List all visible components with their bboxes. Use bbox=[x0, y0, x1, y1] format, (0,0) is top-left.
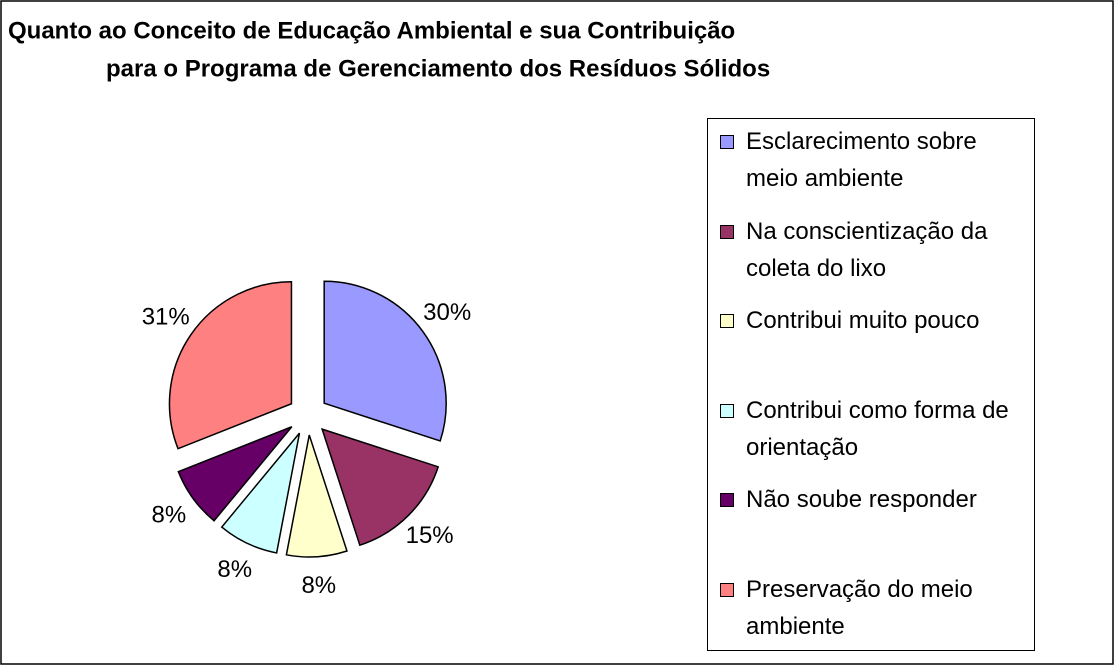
data-label: 30% bbox=[423, 299, 471, 326]
legend-label: Não soube responder bbox=[746, 486, 977, 513]
chart-title: Quanto ao Conceito de Educação Ambiental… bbox=[8, 17, 735, 44]
legend-swatch bbox=[720, 493, 734, 507]
data-label: 8% bbox=[152, 501, 187, 528]
pie-slice bbox=[320, 427, 440, 547]
pie-slice bbox=[285, 434, 348, 558]
data-label: 8% bbox=[217, 556, 252, 583]
data-label: 15% bbox=[406, 522, 454, 549]
pie-slice bbox=[177, 426, 293, 522]
legend-entry: Esclarecimento sobre meio ambiente bbox=[720, 123, 1030, 197]
legend-label: Preservação do meio ambiente bbox=[746, 575, 973, 640]
legend-entry: Contribui muito pouco bbox=[720, 302, 1030, 339]
legend-swatch bbox=[720, 582, 734, 597]
legend-label: Contribui muito pouco bbox=[746, 307, 980, 334]
legend-swatch bbox=[720, 135, 734, 149]
legend-entry: Contribui como forma de orientação bbox=[720, 392, 1030, 466]
data-label: 8% bbox=[301, 572, 336, 599]
legend-swatch bbox=[720, 403, 734, 418]
legend-entry: Preservação do meio ambiente bbox=[720, 571, 1030, 645]
legend: Esclarecimento sobre meio ambiente Na con… bbox=[707, 118, 1035, 651]
chart-title: para o Programa de Gerenciamento dos Res… bbox=[106, 55, 770, 82]
legend-label: Contribui como forma de orientação bbox=[746, 396, 1009, 461]
legend-entry: Na conscientização da coleta do lixo bbox=[720, 213, 1030, 287]
legend-swatch bbox=[720, 314, 734, 328]
legend-label: Na conscientização da coleta do lixo bbox=[746, 217, 988, 282]
legend-entry: Não soube responder bbox=[720, 481, 1030, 518]
pie-slice bbox=[168, 281, 293, 450]
pie-slice bbox=[323, 280, 447, 442]
legend-label: Esclarecimento sobre meio ambiente bbox=[746, 128, 977, 192]
legend-swatch bbox=[720, 224, 734, 239]
pie-slice bbox=[220, 432, 301, 554]
data-label: 31% bbox=[142, 304, 190, 331]
